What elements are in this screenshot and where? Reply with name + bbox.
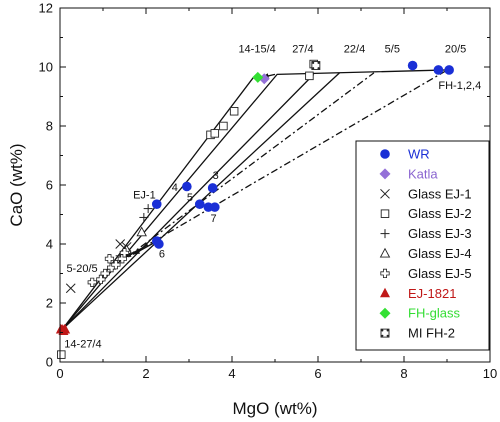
x-tick-label: 0 [56, 366, 63, 381]
series-wr [151, 60, 454, 249]
annotation-label: 14-27/4 [64, 338, 101, 350]
y-tick-label: 8 [46, 119, 53, 134]
annotations: 14-15/4 27/4 22/4 5/5 20/5 FH-1,2,4 EJ-1 4 3 5 7 6 5… [64, 43, 481, 350]
y-tick-label: 12 [39, 1, 53, 16]
data-point [210, 202, 220, 212]
legend-marker [380, 268, 390, 278]
mixing-lines [61, 69, 448, 331]
y-tick-label: 10 [39, 60, 53, 75]
data-points [55, 59, 454, 359]
legend-box [355, 140, 490, 351]
data-point [305, 71, 314, 81]
annotation-label: 14-15/4 [238, 43, 275, 55]
data-point [119, 248, 130, 258]
legend-marker [379, 247, 391, 258]
data-point [111, 260, 121, 270]
annotation-label: 4 [172, 182, 178, 194]
data-point [143, 204, 153, 214]
legend-label: Glass EJ-1 [408, 186, 472, 201]
annotation-label: 5-20/5 [66, 263, 97, 275]
legend-marker [380, 188, 390, 199]
data-point [96, 274, 106, 284]
series-fh-glass [252, 71, 264, 83]
annotation-label: 7 [211, 213, 217, 225]
legend-label: WR [408, 147, 430, 162]
data-point [444, 65, 454, 75]
legend-marker [380, 287, 390, 298]
series-glass-ej-5 [87, 248, 130, 287]
annotation-label: 3 [213, 170, 219, 182]
data-point [194, 199, 205, 209]
legend-label: Katla [408, 166, 438, 181]
data-point [100, 268, 110, 279]
x-axis-title: MgO (wt%) [233, 399, 318, 418]
data-point [151, 199, 162, 209]
annotation-label: 5 [187, 192, 193, 204]
legend-marker [380, 209, 390, 218]
annotation-label: 6 [159, 248, 165, 260]
y-tick-label: 6 [46, 178, 53, 193]
y-axis-title: CaO (wt%) [7, 143, 26, 226]
legend-marker [380, 328, 390, 338]
legend-marker [380, 149, 390, 159]
x-tick-label: 6 [314, 366, 321, 381]
mixing-line [61, 73, 315, 331]
legend-label: FH-glass [408, 306, 461, 321]
data-point [65, 283, 76, 294]
data-point [229, 106, 239, 116]
axis-ticks: 0 2 4 6 8 10 0 2 4 6 8 10 12 [39, 1, 498, 382]
legend-label: Glass EJ-5 [408, 266, 472, 281]
data-point [154, 239, 164, 249]
data-point [182, 181, 192, 192]
legend-label: EJ-1821 [408, 286, 456, 301]
data-point [311, 61, 321, 70]
legend-marker [379, 168, 391, 180]
data-point [219, 121, 228, 131]
data-point [60, 324, 71, 334]
mixing-line [128, 70, 446, 257]
series-glass-ej-2 [57, 59, 318, 359]
annotation-label: 22/4 [344, 43, 365, 55]
x-tick-label: 10 [483, 366, 497, 381]
legend-label: Glass EJ-3 [408, 226, 472, 241]
annotation-label: 5/5 [385, 43, 400, 55]
x-tick-label: 8 [400, 366, 407, 381]
data-point [87, 277, 97, 287]
series-ej-1821 [55, 324, 71, 336]
data-point [407, 60, 418, 71]
arrow [132, 241, 155, 255]
data-point [252, 71, 264, 83]
data-point [433, 65, 444, 75]
series-mi-fh-2 [311, 61, 321, 70]
legend-label: MI FH-2 [408, 326, 455, 341]
legend-marker [380, 229, 390, 239]
data-point [139, 212, 149, 222]
mixing-line [128, 72, 375, 257]
data-point [57, 350, 66, 359]
annotation-label: EJ-1 [133, 189, 156, 201]
data-point [104, 254, 115, 264]
mixing-line [61, 69, 448, 330]
y-tick-label: 0 [46, 355, 53, 370]
data-point [136, 226, 147, 237]
legend-marker [379, 307, 391, 319]
legend-label: Glass EJ-4 [408, 246, 472, 261]
x-tick-label: 2 [142, 366, 149, 381]
data-point [210, 129, 220, 138]
data-point [207, 183, 218, 193]
y-tick-label: 2 [46, 296, 53, 311]
x-tick-label: 4 [228, 366, 235, 381]
legend: WR Katla Glass EJ-1 Glass EJ-2 Glass EJ-3 Gla… [355, 140, 490, 351]
annotation-label: 20/5 [445, 43, 466, 55]
y-tick-label: 4 [46, 237, 53, 252]
data-point [115, 239, 126, 249]
annotation-label: 27/4 [292, 43, 313, 55]
legend-label: Glass EJ-2 [408, 206, 472, 221]
annotation-label: FH-1,2,4 [438, 80, 481, 92]
